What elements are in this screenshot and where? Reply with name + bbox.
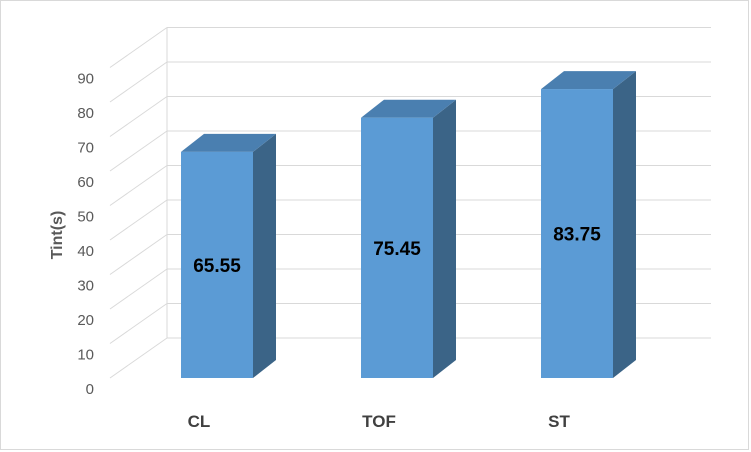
bar-front-face (541, 89, 613, 378)
category-labels: CL TOF ST (188, 412, 571, 431)
bar-front-face (181, 151, 253, 378)
y-tick-label: 70 (77, 140, 94, 157)
gridline-diagonal (109, 303, 168, 344)
bar-top-face (361, 99, 456, 118)
y-tick-label: 30 (77, 278, 94, 295)
gridline-diagonal (109, 199, 168, 241)
gridline-diagonal (109, 234, 168, 275)
bar-side-face (433, 99, 456, 378)
gridline-diagonal (109, 337, 168, 379)
gridline-diagonal (109, 27, 168, 68)
y-axis-title: Tint(s) (49, 211, 66, 260)
y-tick-label: 80 (77, 105, 94, 122)
data-label: 83.75 (553, 225, 601, 246)
gridline-diagonal (109, 268, 168, 310)
bar-side-face (253, 133, 276, 378)
y-tick-label: 20 (77, 312, 94, 329)
y-tick-label: 10 (77, 347, 94, 364)
bar-top-face (181, 133, 276, 152)
y-tick-labels: 0 10 20 30 40 50 60 70 80 90 (77, 71, 94, 399)
bar (541, 71, 636, 378)
category-label: TOF (362, 412, 396, 431)
category-label: CL (188, 412, 211, 431)
y-tick-label: 50 (77, 209, 94, 226)
bar-top-face (541, 71, 636, 90)
y-tick-label: 40 (77, 243, 94, 260)
data-labels: 65.55 75.45 83.75 (193, 225, 601, 277)
gridline-diagonal (109, 165, 168, 206)
gridline-diagonal (109, 61, 168, 103)
bars (181, 71, 636, 378)
data-label: 65.55 (193, 256, 241, 277)
bar (361, 99, 456, 378)
data-label: 75.45 (373, 239, 421, 260)
gridline-diagonal (109, 130, 168, 172)
y-tick-label: 60 (77, 174, 94, 191)
bar-front-face (361, 117, 433, 378)
category-label: ST (548, 412, 570, 431)
y-tick-label: 90 (77, 71, 94, 88)
bar (181, 133, 276, 378)
gridline-diagonal (109, 96, 168, 137)
y-tick-label: 0 (86, 381, 94, 398)
bar-side-face (613, 71, 636, 378)
